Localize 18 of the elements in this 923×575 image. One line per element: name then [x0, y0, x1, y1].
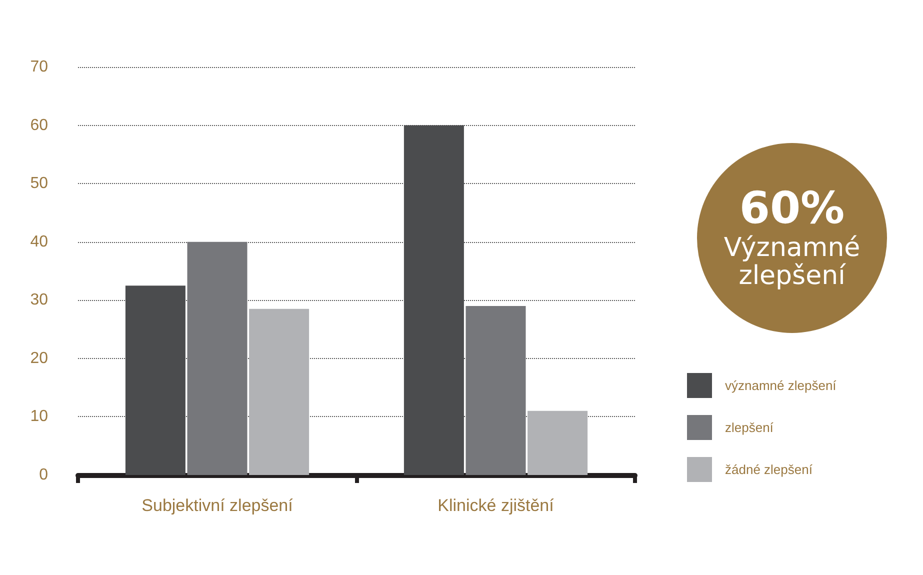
y-tick-label: 30 [30, 292, 48, 309]
y-tick-label: 50 [30, 175, 48, 192]
x-tick-label: Klinické zjištění [438, 496, 554, 515]
bar [187, 242, 248, 475]
bar [528, 410, 588, 475]
circle-badge: 60% Významné zlepšení [697, 143, 887, 333]
y-tick-label: 70 [30, 58, 48, 76]
y-tick-label: 10 [30, 408, 48, 426]
y-tick-label: 40 [30, 233, 48, 250]
legend-label: žádné zlepšení [725, 462, 813, 477]
legend-label: významné zlepšení [725, 378, 837, 393]
x-tick-label: Subjektivní zlepšení [142, 496, 294, 515]
legend-label: zlepšení [725, 420, 774, 435]
y-tick-label: 0 [39, 466, 48, 484]
y-tick-label: 60 [30, 116, 48, 134]
bar [466, 306, 526, 475]
bar [249, 308, 310, 475]
y-tick-label: 20 [30, 350, 48, 367]
